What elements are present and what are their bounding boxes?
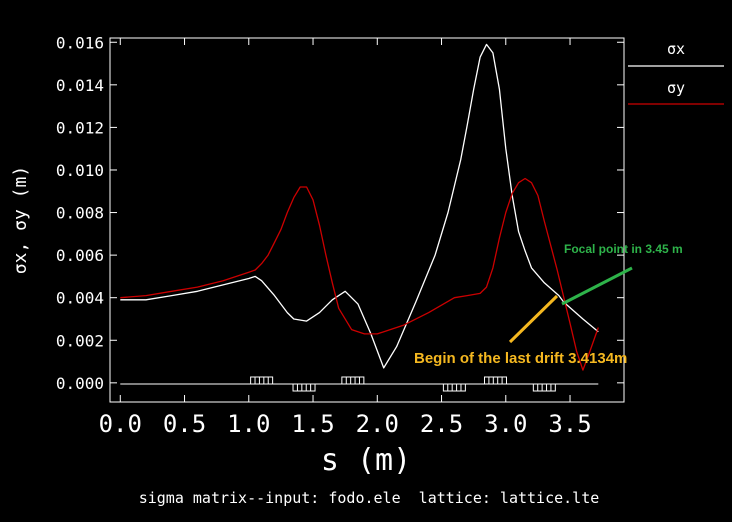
y-axis-label-text: σx, σy (m)	[10, 166, 31, 274]
y-tick-label: 0.012	[56, 118, 104, 137]
y-tick-label: 0.004	[56, 289, 104, 308]
annotation-focal-point-arrow	[561, 266, 633, 306]
lattice-element-defocusing	[442, 383, 466, 392]
lattice-element-focusing	[484, 376, 507, 385]
series-line-sigma-y	[120, 177, 599, 371]
y-tick-label: 0.002	[56, 331, 104, 350]
lattice-element-focusing	[250, 376, 274, 385]
annotation-focal-point-text: Focal point in 3.45 m	[564, 242, 683, 256]
legend: σx σy	[628, 40, 724, 105]
x-tick-label: 0.0	[99, 410, 142, 438]
lattice-element-defocusing	[292, 383, 316, 392]
x-tick-label: 3.0	[484, 410, 527, 438]
x-tick-label: 3.5	[548, 410, 591, 438]
chart-caption: sigma matrix--input: fodo.ele lattice: l…	[139, 489, 600, 507]
y-tick-label: 0.010	[56, 161, 104, 180]
x-tick-label: 0.5	[163, 410, 206, 438]
y-tick-label: 0.014	[56, 76, 104, 95]
y-tick-label: 0.016	[56, 33, 104, 52]
x-tick-label: 1.5	[291, 410, 334, 438]
x-tick-label: 2.0	[356, 410, 399, 438]
annotation-last-drift-text: Begin of the last drift 3.4134m	[414, 350, 627, 367]
series-layer	[120, 43, 599, 371]
lattice-element-defocusing	[532, 383, 556, 392]
lattice-element-focusing	[341, 376, 365, 385]
plot-frame	[109, 37, 625, 403]
annotation-last-drift: Begin of the last drift 3.4134m	[414, 294, 627, 367]
legend-label-sigma-x: σx	[667, 40, 685, 58]
legend-label-sigma-y: σy	[667, 79, 685, 97]
annotation-last-drift-arrow	[508, 294, 559, 344]
y-tick-label: 0.000	[56, 374, 104, 393]
x-axis-label: s (m)	[321, 443, 411, 478]
y-tick-label: 0.008	[56, 204, 104, 223]
x-tick-label: 1.0	[227, 410, 270, 438]
y-axis-label: σx, σy (m)	[10, 166, 31, 274]
lattice-layer	[120, 376, 599, 392]
y-tick-label: 0.006	[56, 246, 104, 265]
series-line-sigma-x	[120, 43, 599, 369]
x-tick-label: 2.5	[420, 410, 463, 438]
annotation-focal-point: Focal point in 3.45 m	[561, 242, 683, 306]
tick-layer: 0.000 0.002 0.004 0.006 0.008 0.010 0.012 0.014…	[56, 33, 624, 438]
